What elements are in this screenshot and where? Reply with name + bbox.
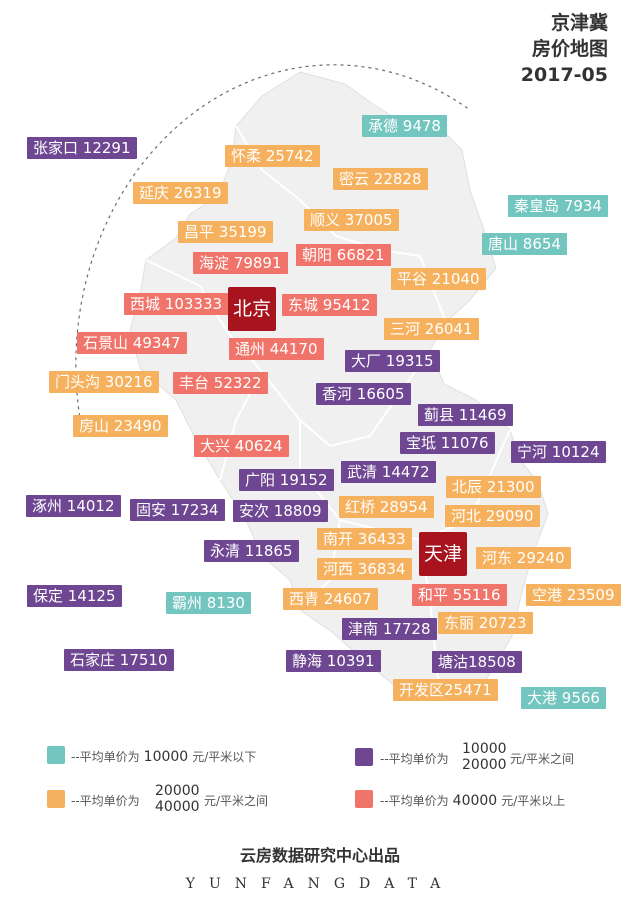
legend-unit-purple: 元/平米之间	[510, 752, 575, 766]
region-label: 宁河 10124	[511, 441, 606, 463]
legend-text-teal: --平均单价为 10000 元/平米以下	[71, 749, 257, 765]
region-label: 昌平 35199	[178, 221, 273, 243]
legend-text-red: --平均单价为 40000 元/平米以上	[380, 793, 566, 809]
region-label: 三河 26041	[384, 318, 479, 340]
title-line-1: 京津冀	[550, 12, 608, 34]
region-label: 红桥 28954	[339, 496, 434, 518]
region-label: 门头沟 30216	[49, 371, 159, 393]
region-label: 秦皇岛 7934	[508, 195, 608, 217]
city-marker-beijing: 北京	[228, 287, 276, 331]
region-label: 永清 11865	[204, 540, 299, 562]
region-label: 丰台 52322	[173, 372, 268, 394]
city-marker-tianjin: 天津	[419, 532, 467, 576]
region-label: 朝阳 66821	[296, 244, 391, 266]
region-label: 承德 9478	[362, 115, 447, 137]
region-label: 保定 14125	[27, 585, 122, 607]
region-label: 西城 103333	[124, 293, 229, 315]
region-label: 大港 9566	[521, 687, 606, 709]
region-label: 平谷 21040	[391, 268, 486, 290]
region-label: 延庆 26319	[133, 182, 228, 204]
region-label: 密云 22828	[333, 168, 428, 190]
legend-prefix-orange: --平均单价为	[71, 794, 140, 808]
region-label: 唐山 8654	[482, 233, 567, 255]
region-label: 津南 17728	[342, 618, 437, 640]
region-label: 宝坻 11076	[400, 432, 495, 454]
title-line-2: 房价地图	[531, 38, 608, 60]
region-label: 石景山 49347	[77, 332, 187, 354]
region-label: 和平 55116	[412, 584, 507, 606]
legend-swatch-orange	[47, 790, 65, 808]
title-date: 2017-05	[520, 64, 608, 86]
legend-swatch-teal	[47, 746, 65, 764]
legend-range-purple: 10000 20000	[462, 741, 507, 773]
region-label: 东城 95412	[282, 294, 377, 316]
region-label: 大厂 19315	[345, 350, 440, 372]
region-label: 北辰 21300	[446, 476, 541, 498]
region-label: 西青 24607	[283, 588, 378, 610]
region-label: 南开 36433	[317, 528, 412, 550]
region-label: 河东 29240	[476, 547, 571, 569]
region-label: 房山 23490	[73, 415, 168, 437]
region-label: 武清 14472	[341, 461, 436, 483]
region-label: 广阳 19152	[239, 469, 334, 491]
region-label: 石家庄 17510	[64, 649, 174, 671]
legend-prefix-purple: --平均单价为	[380, 752, 449, 766]
region-label: 蓟县 11469	[418, 404, 513, 426]
region-label: 海淀 79891	[193, 252, 288, 274]
region-label: 顺义 37005	[304, 209, 399, 231]
region-label: 怀柔 25742	[225, 145, 320, 167]
legend-swatch-purple	[355, 748, 373, 766]
legend-swatch-red	[355, 790, 373, 808]
region-label: 通州 44170	[229, 338, 324, 360]
region-label: 静海 10391	[286, 650, 381, 672]
region-label: 香河 16605	[316, 383, 411, 405]
dashed-arc	[75, 64, 471, 431]
legend-range-orange: 20000 40000	[155, 783, 200, 815]
region-label: 张家口 12291	[27, 137, 137, 159]
region-label: 开发区25471	[393, 679, 498, 701]
region-label: 塘沽18508	[432, 651, 522, 673]
region-label: 涿州 14012	[26, 495, 121, 517]
region-label: 霸州 8130	[166, 592, 251, 614]
legend-unit-orange: 元/平米之间	[204, 794, 269, 808]
region-label: 空港 23509	[526, 584, 621, 606]
region-label: 安次 18809	[233, 500, 328, 522]
region-label: 河西 36834	[317, 558, 412, 580]
region-label: 固安 17234	[130, 499, 225, 521]
region-label: 东丽 20723	[438, 612, 533, 634]
region-label: 河北 29090	[445, 505, 540, 527]
footer-brand: YUNFANGDATA	[185, 876, 455, 892]
region-label: 大兴 40624	[194, 435, 289, 457]
footer-credit: 云房数据研究中心出品	[239, 846, 400, 865]
